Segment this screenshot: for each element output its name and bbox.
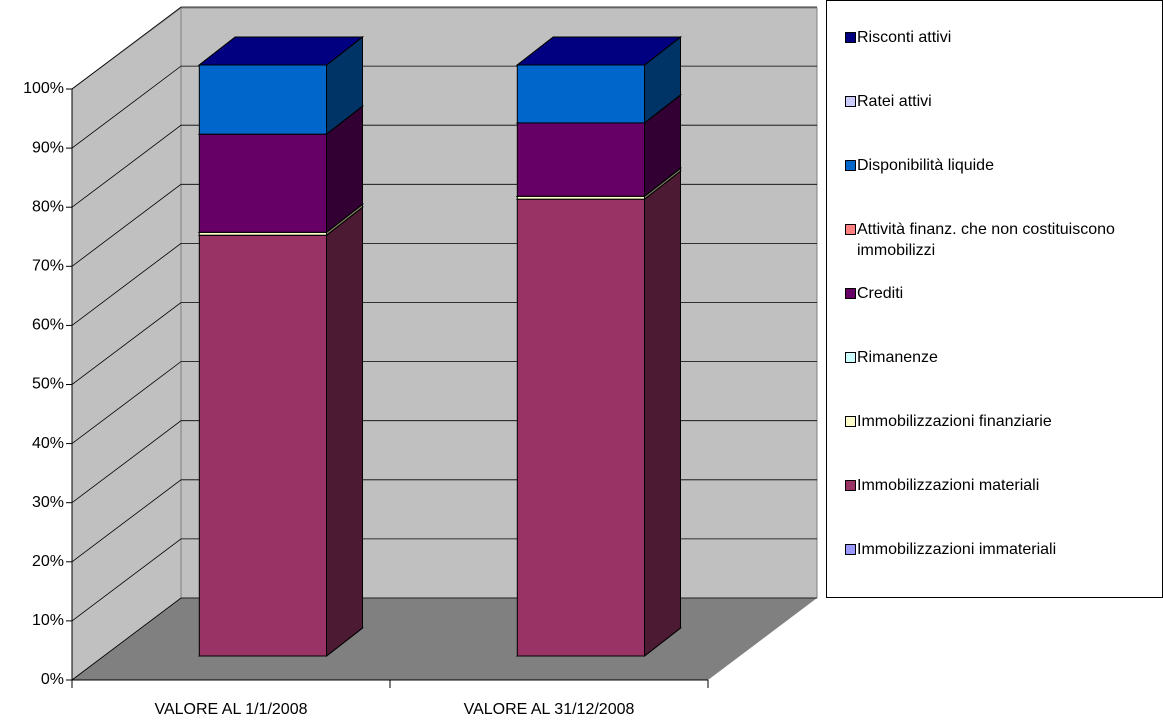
legend-label: Immobilizzazioni finanziarie — [857, 413, 1052, 430]
floor — [72, 598, 817, 680]
legend-label: Rimanenze — [857, 349, 938, 366]
bar-front — [198, 234, 328, 657]
legend-swatch — [845, 352, 856, 363]
legend-swatch — [845, 160, 856, 171]
chart: 0% 10% 20% 30% 40% 50% 60% 70% 80% 90% 100% VALORE … — [23, 6, 818, 718]
legend-label: Attività finanz. che non costituiscono i… — [857, 221, 1115, 259]
legend-swatch — [845, 416, 856, 427]
legend-swatch — [845, 224, 856, 235]
y-tick-label: 80% — [32, 198, 64, 215]
legend-label: Disponibilità liquide — [857, 157, 994, 174]
y-tick-label: 0% — [41, 671, 64, 688]
y-tick-label: 90% — [32, 139, 64, 156]
y-tick-label: 100% — [23, 80, 64, 97]
bar-front — [516, 198, 646, 657]
bar-top — [515, 36, 682, 66]
legend-swatch — [845, 480, 856, 491]
bar-front — [516, 122, 646, 197]
y-tick-label: 20% — [32, 553, 64, 570]
bar-front — [198, 64, 328, 135]
bar-top — [197, 36, 364, 66]
legend-label: Crediti — [857, 285, 904, 302]
legend-label: Risconti attivi — [857, 29, 952, 46]
y-tick-label: 30% — [32, 494, 64, 511]
legend-label: Ratei attivi — [857, 93, 932, 110]
x-tick-label: VALORE AL 1/1/2008 — [155, 701, 308, 718]
y-tick-label: 40% — [32, 435, 64, 452]
y-tick-label: 70% — [32, 258, 64, 275]
legend-swatch — [845, 544, 856, 555]
legend-label: Immobilizzazioni materiali — [857, 477, 1040, 494]
bar-side — [644, 170, 682, 658]
y-tick-label: 10% — [32, 612, 64, 629]
bar-front — [516, 64, 646, 124]
legend: Risconti attivi Ratei attivi Disponibilità… — [826, 0, 1163, 598]
bar-front — [198, 133, 328, 233]
y-tick-label: 60% — [32, 317, 64, 334]
legend-swatch — [845, 96, 856, 107]
grid-line — [71, 6, 817, 90]
legend-swatch — [845, 288, 856, 299]
bar-side — [326, 206, 364, 658]
legend-label: Immobilizzazioni immateriali — [857, 541, 1057, 558]
x-tick-label: VALORE AL 31/12/2008 — [464, 701, 635, 718]
y-tick-label: 50% — [32, 376, 64, 393]
legend-swatch — [845, 32, 856, 43]
